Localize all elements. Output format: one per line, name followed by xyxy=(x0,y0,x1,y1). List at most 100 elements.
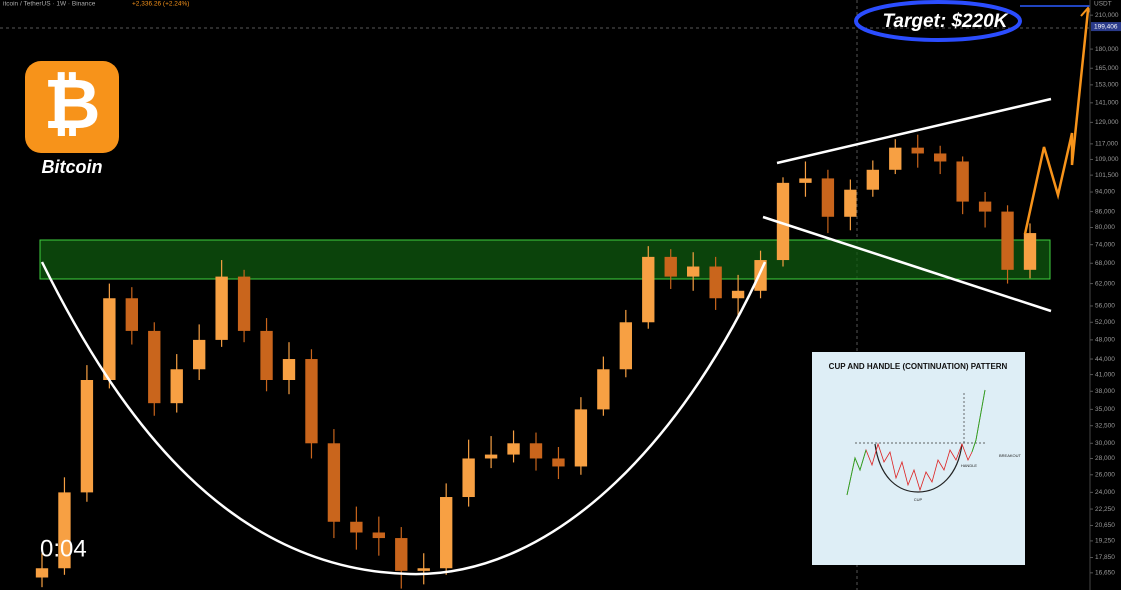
inset-cup-label: CUP xyxy=(914,497,923,502)
candle-body xyxy=(821,178,835,217)
y-tick-label: 52,000 xyxy=(1095,319,1115,326)
y-tick-label: 129,000 xyxy=(1095,119,1119,126)
candle-body xyxy=(215,276,228,340)
candle-body xyxy=(484,454,498,459)
candle-body xyxy=(305,359,318,444)
candle-body xyxy=(237,276,251,331)
projection-path xyxy=(1023,9,1090,235)
y-tick-label: 41,000 xyxy=(1095,371,1115,378)
y-tick-label: 165,000 xyxy=(1095,65,1119,72)
inset-price xyxy=(846,389,986,496)
candle-body xyxy=(619,322,632,370)
candle-body xyxy=(125,298,138,331)
y-tick-label: 80,000 xyxy=(1095,224,1115,231)
y-tick-label: 117,000 xyxy=(1095,141,1118,148)
axis-currency: USDT xyxy=(1094,1,1112,8)
candle-body xyxy=(552,458,565,467)
y-tick-label: 74,000 xyxy=(1095,241,1115,248)
candle-body xyxy=(350,521,363,533)
y-tick-label: 20,650 xyxy=(1095,522,1115,529)
candle-body xyxy=(597,369,610,410)
candle-body xyxy=(507,443,520,455)
candle-body xyxy=(844,189,857,217)
candle-body xyxy=(327,443,341,522)
candle-body xyxy=(866,169,879,190)
y-tick-label: 35,000 xyxy=(1095,406,1115,413)
support-zone xyxy=(39,239,1051,280)
current-price-marker xyxy=(1091,22,1121,32)
candle-body xyxy=(776,182,790,261)
candle-body xyxy=(440,497,453,569)
y-tick-label: 26,000 xyxy=(1095,471,1115,478)
inset-diagram: CUP AND HANDLE (CONTINUATION) PATTERN BR… xyxy=(812,352,1025,565)
candle-body xyxy=(687,266,700,277)
inset-handle: HANDLE xyxy=(961,463,978,468)
candle-body xyxy=(35,568,49,578)
target-highlight xyxy=(854,0,1022,42)
candle-body xyxy=(529,443,543,459)
y-tick-label: 153,000 xyxy=(1095,82,1119,89)
candle-body xyxy=(799,178,812,183)
candles xyxy=(35,134,1037,589)
cup-curve xyxy=(40,261,767,576)
y-tick-label: 17,850 xyxy=(1095,554,1115,561)
y-tick-label: 109,000 xyxy=(1095,156,1119,163)
y-tick-label: 16,650 xyxy=(1095,570,1115,577)
candle-body xyxy=(372,532,385,539)
y-tick-label: 19,250 xyxy=(1095,538,1115,545)
candle-body xyxy=(889,147,902,170)
y-tick-label: 22,250 xyxy=(1095,506,1115,513)
candle-body xyxy=(80,380,94,493)
symbol-header: itcoin / TetherUS · 1W · Binance xyxy=(3,1,96,8)
target-label: Target: $220K xyxy=(883,11,1009,32)
y-tick-label: 38,000 xyxy=(1095,388,1115,395)
y-tick-label: 44,000 xyxy=(1095,356,1115,363)
candle-body xyxy=(574,409,588,467)
inset-price-start xyxy=(846,449,867,496)
candle-body xyxy=(1001,211,1014,270)
y-tick-label: 141,000 xyxy=(1095,100,1119,107)
y-tick-label: 28,000 xyxy=(1095,455,1115,462)
candle-body xyxy=(148,330,161,404)
logo-symbol: ₿ xyxy=(43,63,100,145)
inset-title: CUP AND HANDLE (CONTINUATION) PATTERN xyxy=(829,362,1008,371)
y-tick-label: 86,000 xyxy=(1095,208,1115,215)
candle-body xyxy=(911,147,924,154)
inset-background xyxy=(812,352,1025,565)
candle-body xyxy=(417,568,430,571)
y-tick-label: 94,000 xyxy=(1095,189,1115,196)
current-price-label: 199,406 xyxy=(1094,23,1118,30)
y-tick-label: 62,000 xyxy=(1095,280,1115,287)
y-tick-label: 48,000 xyxy=(1095,337,1115,344)
candle-body xyxy=(731,290,745,299)
y-tick-label: 101,500 xyxy=(1095,172,1119,179)
video-timer: 0:04 xyxy=(40,535,87,562)
candle-body xyxy=(170,369,183,404)
inset-breakout: BREAKOUT xyxy=(999,453,1022,458)
y-tick-label: 56,000 xyxy=(1095,303,1115,310)
candle-body xyxy=(282,359,296,381)
logo-label: Bitcoin xyxy=(42,157,103,177)
inset-price-end xyxy=(971,389,986,453)
candle-body xyxy=(462,458,475,498)
y-tick-label: 24,000 xyxy=(1095,489,1115,496)
y-tick-label: 210,000 xyxy=(1095,12,1119,19)
y-tick-label: 32,500 xyxy=(1095,422,1115,429)
candle-body xyxy=(395,538,408,571)
flag-lower xyxy=(762,215,1052,313)
inset-cup xyxy=(874,443,963,493)
y-tick-label: 180,000 xyxy=(1095,46,1119,53)
candle-body xyxy=(664,256,677,277)
y-tick-label: 30,000 xyxy=(1095,440,1115,447)
candle-body xyxy=(978,201,992,212)
candle-body xyxy=(193,339,206,370)
candle-body xyxy=(642,256,655,323)
candle-body xyxy=(709,266,722,299)
price-axis xyxy=(1090,0,1121,590)
candle-body xyxy=(260,330,273,381)
y-tick-label: 68,000 xyxy=(1095,260,1115,267)
bitcoin-logo xyxy=(25,61,119,153)
candle-body xyxy=(103,298,116,381)
axis-ticks: 210,000 180,000 165,000 153,000 141,000 129,0… xyxy=(1090,12,1121,577)
